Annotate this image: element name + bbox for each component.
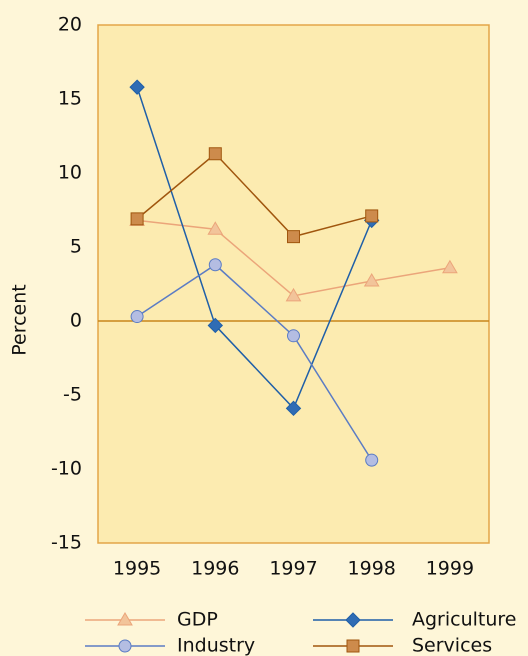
y-axis-label: Percent xyxy=(9,284,31,356)
legend-label: Agriculture xyxy=(412,609,517,631)
marker xyxy=(130,310,144,324)
marker xyxy=(130,212,144,226)
legend-marker xyxy=(346,639,360,653)
legend-label: Industry xyxy=(177,635,255,656)
marker xyxy=(285,400,302,417)
y-tick-label: 0 xyxy=(70,310,82,332)
y-tick-label: 10 xyxy=(58,162,82,184)
y-tick-label: 20 xyxy=(58,14,82,36)
y-tick-label: -15 xyxy=(51,532,82,554)
x-tick-label: 1998 xyxy=(348,558,396,580)
marker xyxy=(365,453,379,467)
marker xyxy=(129,79,145,95)
y-tick-label: -10 xyxy=(51,458,82,480)
marker xyxy=(363,273,380,287)
marker xyxy=(442,259,458,274)
x-tick-label: 1997 xyxy=(269,558,317,580)
x-tick-label: 1999 xyxy=(426,558,474,580)
legend-marker xyxy=(117,612,133,626)
legend-marker xyxy=(118,639,132,653)
legend-label: Services xyxy=(412,635,492,656)
y-tick-label: 5 xyxy=(70,236,82,258)
x-tick-label: 1995 xyxy=(113,558,161,580)
marker xyxy=(287,329,300,343)
marker xyxy=(287,230,300,244)
marker xyxy=(285,287,302,302)
marker xyxy=(207,317,224,334)
marker xyxy=(208,147,222,161)
legend-label: GDP xyxy=(177,609,218,631)
plot-area xyxy=(97,24,490,544)
marker xyxy=(365,209,379,223)
legend-marker xyxy=(345,612,361,628)
series-line xyxy=(136,152,372,238)
y-tick-label: -5 xyxy=(63,384,82,406)
series-line xyxy=(136,86,373,410)
marker xyxy=(208,258,222,272)
y-tick-label: 15 xyxy=(58,88,82,110)
x-tick-label: 1996 xyxy=(191,558,239,580)
marker xyxy=(207,221,224,235)
series-line xyxy=(136,263,373,461)
